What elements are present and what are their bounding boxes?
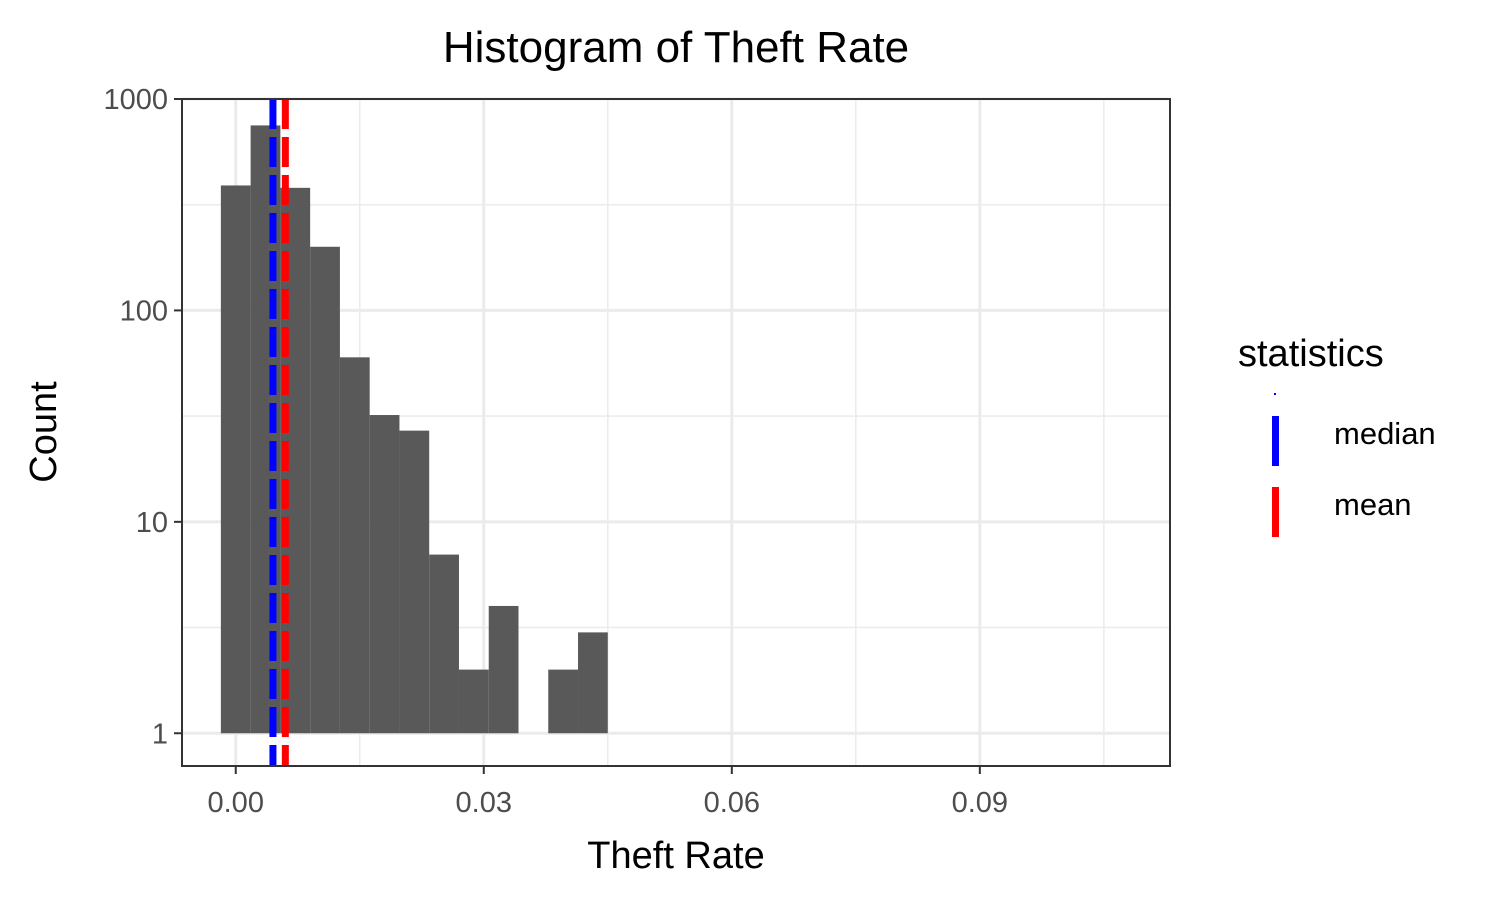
y-tick-label: 100	[120, 295, 168, 327]
legend-entries: median mean	[1272, 393, 1436, 537]
x-tick-label: 0.09	[952, 787, 1008, 819]
histogram-bar	[220, 185, 251, 734]
legend-title: statistics	[1238, 333, 1384, 375]
histogram-bar	[369, 415, 400, 734]
y-tick-label: 1	[152, 718, 168, 750]
y-axis-title: Count	[23, 381, 65, 483]
histogram-bar	[458, 669, 489, 734]
y-tick-label: 10	[136, 507, 168, 539]
legend-label-median: median	[1334, 416, 1436, 451]
x-tick-label: 0.03	[456, 787, 512, 819]
histogram-bar	[578, 632, 608, 734]
x-axis-title: Theft Rate	[587, 835, 764, 877]
histogram-bar	[488, 605, 519, 734]
histogram-bar	[339, 357, 370, 734]
panel-border	[181, 98, 1171, 767]
x-tick-label: 0.00	[208, 787, 264, 819]
histogram-bar	[548, 669, 579, 734]
histogram-bar	[429, 554, 459, 734]
legend-key-median	[1272, 416, 1279, 466]
legend-key-mean	[1272, 487, 1279, 537]
chart-title: Histogram of Theft Rate	[443, 23, 909, 72]
y-tick-label: 1000	[103, 84, 168, 116]
statistic-lines	[269, 99, 289, 766]
histogram-bar	[399, 430, 430, 734]
x-axis: 0.00 0.03 0.06 0.09	[208, 766, 1008, 819]
legend-label-mean: mean	[1334, 487, 1412, 522]
legend: statistics median mean	[1238, 333, 1436, 537]
y-axis: 1 10 100 1000	[103, 84, 182, 750]
x-tick-label: 0.06	[704, 787, 760, 819]
histogram-bar	[310, 246, 340, 734]
